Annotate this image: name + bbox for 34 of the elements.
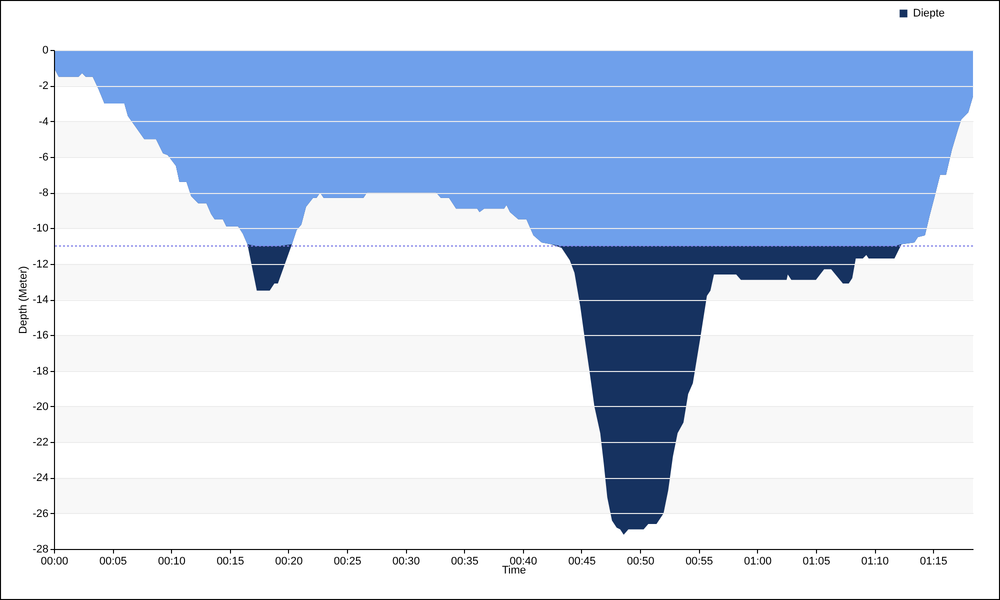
y-tick-label: -14: [32, 294, 48, 306]
y-tick-label: -8: [38, 187, 48, 200]
x-tick-label: 00:15: [216, 556, 244, 568]
y-tick-label: -20: [32, 400, 48, 413]
y-axis-title: Depth (Meter): [18, 266, 30, 334]
x-tick-label: 00:50: [626, 556, 654, 568]
x-tick-label: 00:35: [451, 556, 479, 568]
legend-label: Diepte: [913, 8, 945, 20]
x-tick-label: 00:10: [158, 556, 186, 568]
x-tick-label: 01:10: [861, 556, 889, 568]
x-tick-label: 00:05: [99, 556, 127, 568]
y-tick-label: -22: [32, 436, 48, 449]
y-tick-label: -10: [32, 222, 48, 235]
x-tick-label: 01:05: [802, 556, 830, 568]
x-tick-label: 01:15: [920, 556, 948, 568]
x-tick-label: 00:40: [510, 556, 538, 568]
y-tick-label: -26: [32, 508, 48, 520]
x-tick-label: 01:00: [744, 556, 772, 568]
x-tick-label: 00:30: [392, 556, 420, 568]
y-tick-label: -6: [38, 151, 48, 164]
y-tick-label: -18: [32, 365, 48, 378]
y-tick-label: -12: [32, 258, 48, 270]
y-tick-label: -24: [32, 472, 48, 484]
y-tick-label: -2: [38, 80, 48, 92]
x-tick-label: 00:45: [568, 556, 596, 568]
x-tick-label: 00:55: [685, 556, 713, 568]
x-tick-label: 00:00: [40, 556, 68, 568]
y-tick-label: -28: [32, 544, 48, 556]
y-tick-label: 0: [42, 44, 48, 56]
y-tick-label: -16: [32, 330, 48, 342]
y-tick-label: -4: [38, 116, 48, 128]
x-tick-label: 00:20: [275, 556, 303, 568]
x-axis-title: Time: [502, 564, 526, 576]
x-tick-label: 00:25: [334, 556, 362, 568]
